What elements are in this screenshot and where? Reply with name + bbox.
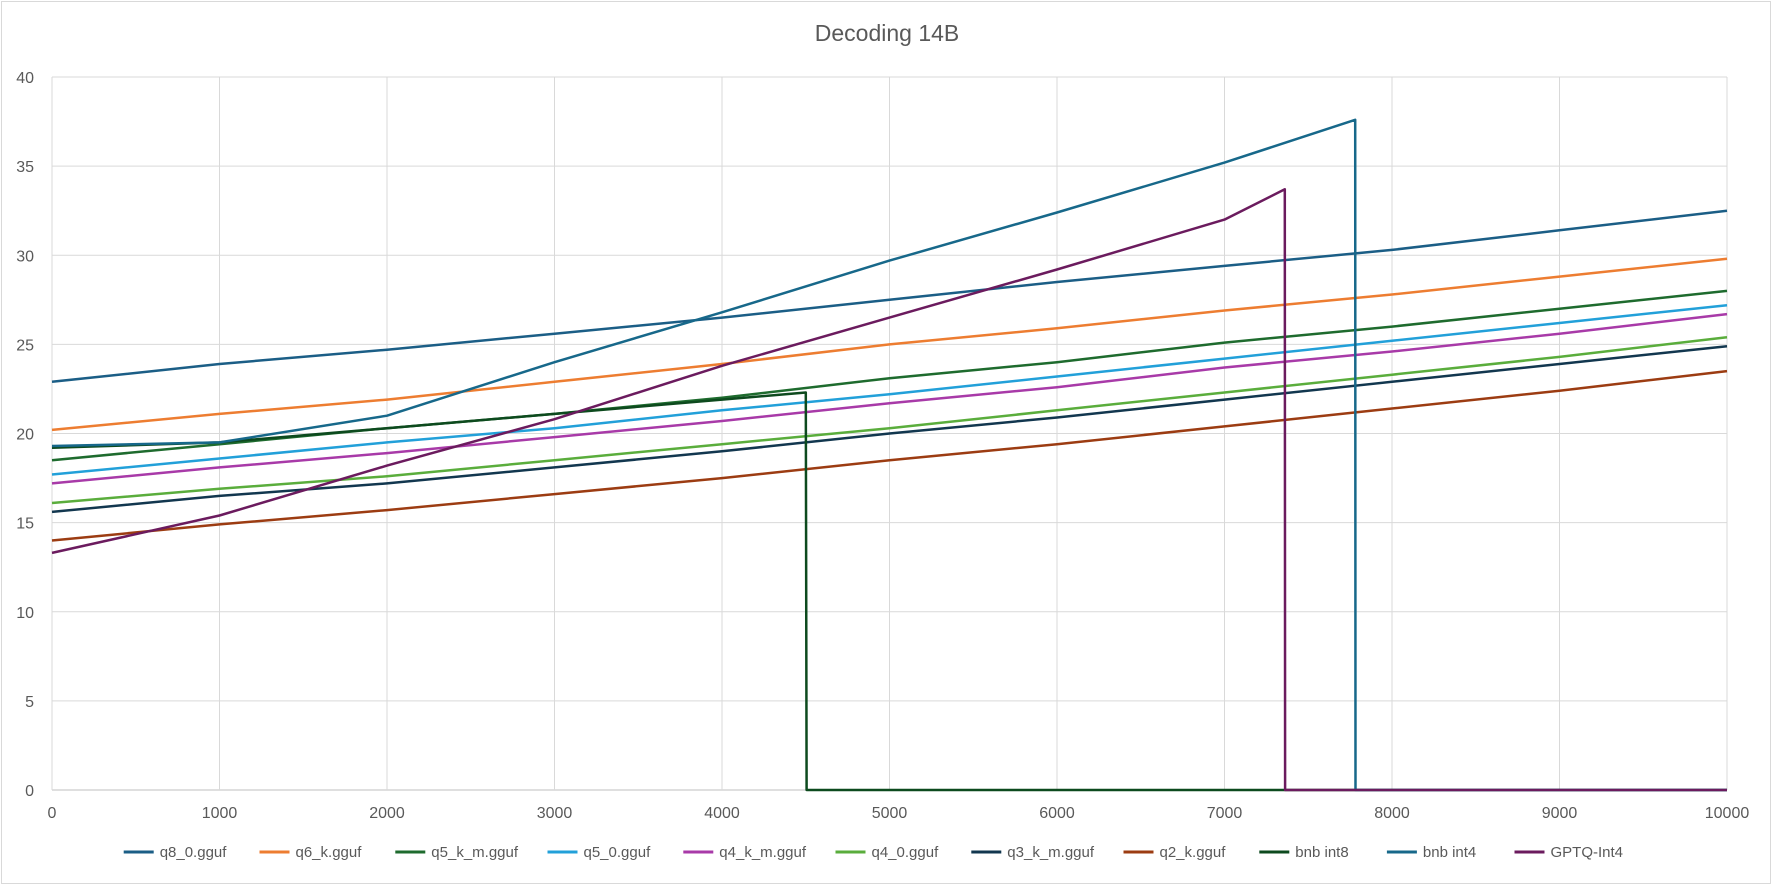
y-tick-label: 0	[25, 783, 34, 800]
legend-label: bnb int8	[1295, 844, 1348, 861]
y-tick-label: 40	[16, 70, 34, 87]
series-line-5	[51, 335, 1728, 505]
series-line-7	[51, 369, 1728, 542]
legend-label: q4_k_m.gguf	[719, 844, 807, 861]
legend-label: q6_k.gguf	[296, 844, 363, 861]
series-line-6	[51, 344, 1728, 514]
series-line-3	[51, 303, 1728, 476]
y-tick-label: 30	[16, 248, 34, 265]
series-lines	[51, 118, 1728, 792]
x-tick-label: 4000	[704, 805, 740, 822]
x-tick-label: 6000	[1039, 805, 1075, 822]
chart-title: Decoding 14B	[815, 20, 960, 46]
y-tick-label: 5	[25, 694, 34, 711]
series-line-4	[51, 312, 1728, 485]
x-tick-label: 9000	[1542, 805, 1578, 822]
legend-item: q4_0.gguf	[835, 844, 940, 861]
legend-item: q5_0.gguf	[547, 844, 652, 861]
legend-item: q8_0.gguf	[123, 844, 228, 861]
legend-item: bnb int8	[1259, 844, 1349, 861]
y-tick-label: 35	[16, 159, 34, 176]
y-tick-label: 25	[16, 337, 34, 354]
axis-ticks: 0 5 10 15 20 25 30 35 40 0 1000 2000 3000 4000 5000 600…	[16, 70, 1749, 822]
series-line-9	[51, 118, 1727, 792]
y-tick-label: 20	[16, 427, 34, 444]
legend-item: q6_k.gguf	[259, 844, 363, 861]
legend: q8_0.gguf q6_k.gguf q5_k_m.gguf q5_0.gguf q4…	[123, 844, 1624, 861]
y-tick-label: 15	[16, 516, 34, 533]
series-line-8	[51, 391, 1727, 792]
legend-item: q4_k_m.gguf	[683, 844, 807, 861]
x-tick-label: 0	[48, 805, 57, 822]
x-tick-label: 1000	[202, 805, 238, 822]
legend-label: q3_k_m.gguf	[1007, 844, 1095, 861]
legend-label: q5_k_m.gguf	[431, 844, 519, 861]
x-tick-label: 10000	[1705, 805, 1750, 822]
legend-label: bnb int4	[1423, 844, 1476, 861]
legend-item: q2_k.gguf	[1123, 844, 1227, 861]
legend-item: q5_k_m.gguf	[395, 844, 519, 861]
series-line-10	[51, 188, 1727, 792]
x-tick-label: 2000	[369, 805, 405, 822]
legend-item: bnb int4	[1386, 844, 1476, 861]
series-line-0	[51, 209, 1728, 384]
legend-label: q2_k.gguf	[1160, 844, 1227, 861]
series-line-1	[51, 257, 1728, 432]
legend-item: q3_k_m.gguf	[971, 844, 1095, 861]
legend-label: q8_0.gguf	[160, 844, 228, 861]
legend-label: q4_0.gguf	[872, 844, 940, 861]
x-tick-label: 7000	[1207, 805, 1243, 822]
legend-label: q5_0.gguf	[584, 844, 652, 861]
legend-label: GPTQ-Int4	[1551, 844, 1624, 861]
x-tick-label: 8000	[1374, 805, 1410, 822]
x-tick-label: 5000	[872, 805, 908, 822]
x-tick-label: 3000	[537, 805, 573, 822]
legend-item: GPTQ-Int4	[1514, 844, 1624, 861]
y-tick-label: 10	[16, 605, 34, 622]
